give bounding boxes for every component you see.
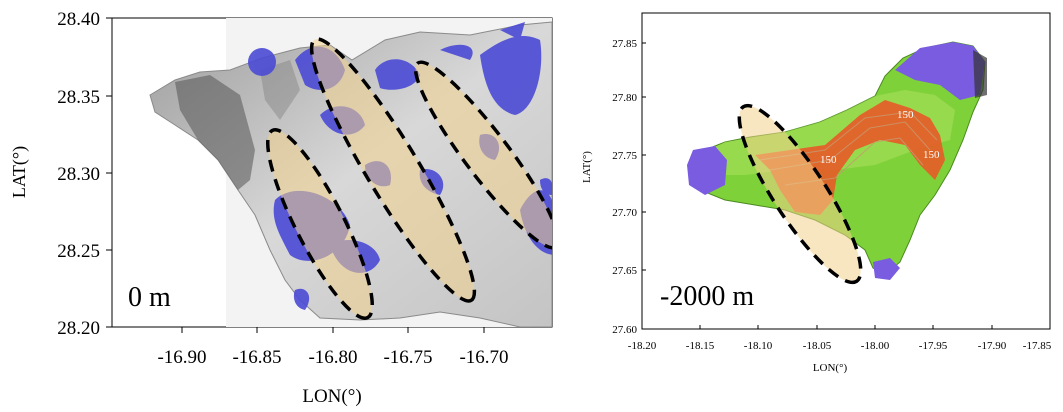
right-x-tick-label: -18.20 [628,340,657,352]
right-x-tick-label: -17.85 [1023,340,1052,352]
right-x-axis: -18.20 -18.15 -18.10 -18.05 -18.00 -17.9… [628,325,1052,352]
left-y-axis: 28.40 28.35 28.30 28.25 28.20 [57,9,112,339]
right-x-tick-label: -18.15 [686,340,715,352]
left-x-tick-label: -16.70 [459,347,508,368]
left-y-axis-label: LAT(°) [9,146,30,198]
left-y-tick-label: 28.40 [57,9,100,30]
left-highlight-ellipses [266,37,552,320]
right-y-tick-label: 27.85 [612,38,637,50]
right-y-axis: 27.85 27.80 27.75 27.70 27.65 27.60 [612,38,646,336]
right-low-anomaly-south [873,258,900,280]
left-x-tick-label: -16.85 [232,347,281,368]
right-contour-label: 150 [820,154,837,166]
right-x-axis-label: LON(°) [813,362,848,374]
left-x-axis: -16.90 -16.85 -16.80 -16.75 -16.70 [157,327,509,368]
right-x-tick-label: -18.00 [861,340,890,352]
right-x-tick-label: -17.90 [978,340,1007,352]
right-depth-label: -2000 m [660,281,754,312]
left-map-panel: 0 m 28.40 28.35 28.30 28.25 28.20 LAT(°)… [9,9,553,407]
left-dark-ridge [175,75,255,190]
left-ridge-texture [260,60,300,120]
right-ellipse [737,103,863,285]
right-x-tick-label: -18.10 [744,340,773,352]
right-y-tick-label: 27.60 [612,324,637,336]
left-depth-label: 0 m [128,282,171,313]
right-y-axis-label: LAT(°) [581,151,593,183]
right-low-anomaly-northeast [895,42,985,100]
right-contour-label: 150 [897,109,914,121]
left-x-axis-label: LON(°) [302,386,361,407]
left-y-tick-label: 28.35 [57,87,100,108]
right-y-tick-label: 27.80 [612,92,637,104]
right-contour-label: 150 [923,149,940,161]
right-x-tick-label: -18.05 [803,340,832,352]
left-y-tick-label: 28.30 [57,164,100,185]
right-y-tick-label: 27.65 [612,265,637,277]
right-map-panel: 150 150 150 -2000 m 27.85 27.80 27.75 27… [581,12,1052,374]
left-x-tick-label: -16.80 [308,347,357,368]
right-y-tick-label: 27.75 [612,150,637,162]
left-y-tick-label: 28.25 [57,241,100,262]
right-dark-relief-northeast [973,50,987,98]
left-x-tick-label: -16.90 [157,347,206,368]
left-ellipse-2 [309,37,477,303]
right-y-tick-label: 27.70 [612,207,637,219]
right-x-tick-label: -17.95 [919,340,948,352]
left-ellipse-3 [413,60,552,250]
right-low-anomaly-west [687,146,727,195]
left-ellipse-1 [266,128,374,320]
left-x-tick-label: -16.75 [383,347,432,368]
left-y-tick-label: 28.20 [57,318,100,339]
